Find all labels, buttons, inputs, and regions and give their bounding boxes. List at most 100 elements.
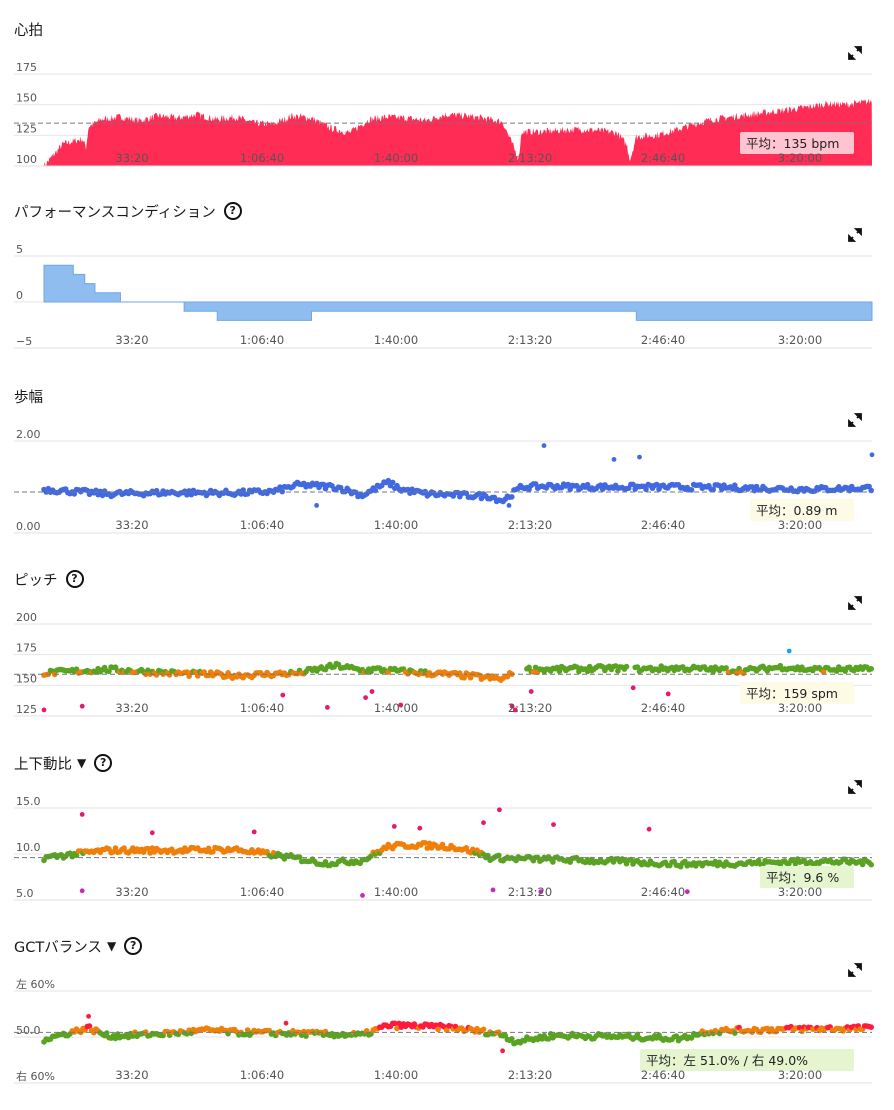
x-tick-label: 2:46:40	[641, 151, 685, 165]
expand-icon[interactable]	[846, 226, 864, 244]
x-tick-label: 33:20	[115, 518, 148, 532]
data-point	[184, 669, 190, 675]
gct-balance-chart: 左 60% 50.0 右 60% 平均：左 51.0% / 右 49.0% 33:20 1…	[14, 978, 874, 1084]
data-point	[628, 856, 634, 863]
help-icon[interactable]: ?	[223, 202, 242, 220]
x-tick-label: 3:20:00	[778, 333, 822, 347]
dropdown-arrow-icon[interactable]: ▼	[106, 939, 117, 953]
y-tick-label: 2.00	[16, 428, 41, 441]
y-tick-label: 左 60%	[16, 978, 55, 991]
data-point	[612, 663, 619, 669]
data-point	[732, 482, 738, 488]
performance-condition-chart: 5 0 −5 33:20 1:06:40 1:40:00 2:13:20 2:46:40 3:2…	[14, 243, 873, 349]
data-point	[242, 1031, 249, 1038]
outlier-point	[611, 457, 617, 462]
x-tick-label: 1:06:40	[240, 1068, 284, 1082]
x-tick-label: 3:20:00	[778, 151, 822, 165]
help-icon[interactable]: ?	[65, 570, 84, 588]
data-point	[106, 668, 112, 675]
data-point	[303, 1033, 309, 1039]
x-tick-label: 1:40:00	[374, 1068, 418, 1082]
x-tick-label: 33:20	[115, 701, 148, 715]
y-tick-label: 200	[16, 611, 37, 624]
x-tick-label: 1:06:40	[240, 151, 284, 165]
performance-condition-marks	[43, 264, 873, 321]
x-tick-label: 33:20	[115, 1068, 148, 1082]
y-tick-label: 右 60%	[16, 1069, 55, 1083]
data-point	[526, 664, 532, 671]
data-point	[682, 858, 688, 865]
data-point	[288, 1032, 294, 1038]
y-tick-label: 5	[16, 243, 23, 256]
dropdown-arrow-icon[interactable]: ▼	[77, 756, 87, 770]
heart-rate-area	[44, 98, 872, 166]
expand-icon[interactable]	[846, 961, 864, 979]
vertical-ratio-title: 上下動比 ▼?	[14, 752, 113, 774]
data-point	[422, 668, 428, 674]
y-tick-label: 10.0	[16, 841, 41, 854]
data-point	[153, 672, 160, 678]
data-point	[478, 495, 485, 502]
cadence-chart: 200 175 150 125 平均：159 spm 33:20 1:06:40 1:40:0…	[14, 611, 874, 717]
x-tick-label: 2:46:40	[641, 701, 685, 715]
heart-rate-title: 心拍	[14, 18, 43, 40]
y-tick-label: 5.0	[16, 887, 34, 900]
data-point	[573, 664, 580, 670]
outlier-point	[541, 443, 547, 448]
x-tick-label: 1:06:40	[240, 885, 284, 899]
data-point	[474, 847, 480, 853]
outlier-point	[360, 893, 365, 898]
x-tick-label: 1:40:00	[374, 885, 418, 899]
data-point	[112, 845, 119, 851]
outlier-point	[786, 648, 792, 654]
heart-rate-marks	[44, 98, 872, 166]
data-point	[868, 1024, 874, 1030]
x-tick-label: 2:46:40	[641, 518, 685, 532]
x-tick-label: 2:13:20	[508, 701, 552, 715]
expand-icon[interactable]	[846, 44, 864, 62]
y-tick-label: 50.0	[16, 1024, 41, 1037]
vertical-ratio-marks	[41, 807, 874, 898]
data-point	[550, 859, 556, 865]
data-point	[353, 489, 359, 496]
data-point	[565, 481, 571, 488]
outlier-point	[314, 503, 319, 508]
help-icon[interactable]: ?	[124, 937, 143, 955]
expand-icon[interactable]	[846, 594, 864, 612]
x-tick-label: 3:20:00	[778, 701, 822, 715]
outlier-point	[283, 1020, 289, 1026]
outlier-point	[363, 695, 368, 700]
x-tick-label: 3:20:00	[778, 518, 822, 532]
help-icon[interactable]: ?	[94, 754, 113, 772]
x-tick-label: 2:13:20	[508, 518, 552, 532]
y-tick-label: 0	[16, 289, 23, 302]
condition-area	[43, 264, 873, 321]
data-point	[422, 840, 428, 846]
outlier-point	[417, 825, 423, 831]
data-point	[112, 1035, 119, 1042]
data-point	[424, 845, 431, 851]
chart-title-text: 上下動比	[14, 756, 72, 773]
y-tick-label: 0.00	[16, 520, 41, 533]
data-point	[240, 487, 246, 493]
y-tick-label: 15.0	[16, 795, 41, 808]
outlier-point	[497, 807, 502, 813]
vertical-ratio-chart: 15.0 10.0 5.0 平均：9.6 % 33:20 1:06:40 1:40:00 2:…	[14, 795, 874, 901]
heart-rate-panel: 心拍 175 150 125 100 平均：135 bpm 33:20 1:06:40 1:40…	[0, 18, 894, 193]
x-tick-label: 2:13:20	[508, 885, 552, 899]
chart-title-text: 歩幅	[14, 389, 43, 406]
stride-length-marks	[41, 443, 875, 508]
cadence-title: ピッチ?	[14, 568, 84, 590]
outlier-point	[512, 707, 518, 713]
y-tick-label: 175	[16, 61, 37, 74]
data-point	[868, 861, 874, 868]
outlier-point	[646, 826, 652, 832]
data-point	[244, 1027, 251, 1033]
expand-icon[interactable]	[846, 411, 864, 429]
x-tick-label: 33:20	[115, 333, 148, 347]
x-tick-label: 2:46:40	[641, 1068, 685, 1082]
performance-condition-title: パフォーマンスコンディション?	[14, 200, 242, 222]
outlier-point	[79, 812, 85, 817]
expand-icon[interactable]	[846, 778, 864, 796]
outlier-point	[391, 824, 397, 829]
